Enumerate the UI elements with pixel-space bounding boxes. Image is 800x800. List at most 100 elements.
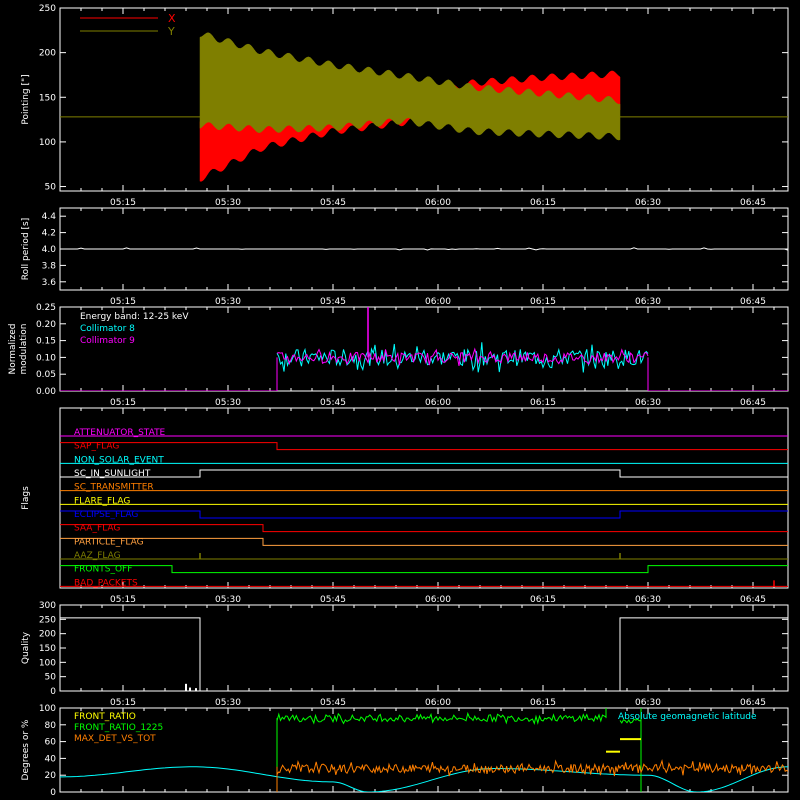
x-tick-label: 05:30 bbox=[215, 698, 241, 708]
y-axis-label: Flags bbox=[21, 486, 31, 510]
energy-band-label: Energy band: 12-25 keV bbox=[80, 312, 189, 322]
legend-front-ratio-1225: FRONT_RATIO_1225 bbox=[74, 723, 163, 733]
axis-frame bbox=[59, 306, 789, 392]
front-ratio-1225-high bbox=[605, 708, 642, 792]
legend-label: X bbox=[168, 12, 176, 25]
flag-line-sap_flag bbox=[60, 442, 788, 451]
quality-line bbox=[60, 617, 788, 691]
x-tick-label: 06:30 bbox=[635, 698, 661, 708]
x-tick-label: 05:45 bbox=[320, 398, 346, 408]
y-tick-label: 40 bbox=[45, 754, 57, 764]
plot-area bbox=[60, 247, 788, 251]
x-tick-label: 06:45 bbox=[740, 595, 766, 605]
y-tick-label: 50 bbox=[45, 673, 57, 683]
collimator-9-step bbox=[60, 357, 278, 391]
y-tick-label: 3.6 bbox=[42, 278, 57, 288]
flag-line-fronts_off bbox=[60, 565, 788, 574]
y-tick-label: 300 bbox=[39, 601, 56, 611]
x-tick-label: 06:00 bbox=[425, 398, 451, 408]
max-det-line bbox=[276, 758, 788, 777]
y-tick-label: 0.15 bbox=[36, 337, 56, 347]
x-tick-label: 05:45 bbox=[320, 698, 346, 708]
y-tick-label: 150 bbox=[39, 93, 56, 103]
flag-label: FLARE_FLAG bbox=[74, 496, 130, 506]
y-tick-label: 200 bbox=[39, 49, 56, 59]
panel-6: 0 20 40 60 80 100 Degrees or % FRONT_RATIOFRONT… bbox=[21, 704, 789, 798]
roll-period-line bbox=[60, 247, 788, 251]
panel-2: 05:15 05:30 05:45 06:00 06:15 06:30 06:45 3.6 3.… bbox=[21, 207, 789, 307]
y-tick-label: 0.00 bbox=[36, 387, 56, 397]
front-ratio-1225-line bbox=[276, 711, 607, 725]
y-axis-label: Pointing ["] bbox=[21, 74, 31, 124]
flag-label: PARTICLE_FLAG bbox=[74, 537, 144, 547]
x-tick-label: 06:45 bbox=[740, 698, 766, 708]
x-tick-label: 06:45 bbox=[740, 297, 766, 307]
flag-label: SC_TRANSMITTER bbox=[74, 483, 154, 493]
flag-line-particle_flag bbox=[60, 537, 788, 546]
x-tick-label: 06:30 bbox=[635, 297, 661, 307]
plot-area bbox=[60, 617, 788, 691]
x-tick-label: 06:00 bbox=[425, 595, 451, 605]
x-tick-label: 05:30 bbox=[215, 398, 241, 408]
x-tick-label: 05:30 bbox=[215, 595, 241, 605]
y-axis-label: Normalizedmodulation bbox=[8, 323, 29, 374]
flag-label: SC_IN_SUNLIGHT bbox=[74, 469, 151, 479]
x-tick-label: 05:15 bbox=[110, 595, 136, 605]
x-tick-label: 06:15 bbox=[530, 595, 556, 605]
y-tick-label: 100 bbox=[39, 138, 56, 148]
collimator-8-line bbox=[276, 342, 649, 373]
x-tick-label: 06:45 bbox=[740, 398, 766, 408]
axis-frame bbox=[59, 407, 789, 589]
plot-area bbox=[60, 435, 788, 587]
x-tick-label: 06:15 bbox=[530, 198, 556, 208]
x-tick-label: 05:15 bbox=[110, 698, 136, 708]
collimator-9-step bbox=[647, 357, 788, 391]
legend-front-ratio: FRONT_RATIO bbox=[74, 712, 136, 722]
x-tick-label: 06:00 bbox=[425, 297, 451, 307]
y-axis-label: Degrees or % bbox=[21, 719, 31, 780]
y-axis-label-line: modulation bbox=[19, 324, 29, 375]
y-tick-label: 0.25 bbox=[36, 303, 56, 313]
front-ratio-1225-line bbox=[619, 718, 641, 724]
flag-label: AAZ_FLAG bbox=[74, 551, 121, 561]
plot-area bbox=[60, 32, 788, 182]
x-tick-label: 06:15 bbox=[530, 398, 556, 408]
panel-3: 05:15 05:30 05:45 06:00 06:15 06:30 06:45 0.00 0… bbox=[8, 303, 789, 408]
flag-line-sc_in_sunlight bbox=[60, 469, 788, 478]
x-tick-label: 06:30 bbox=[635, 595, 661, 605]
y-tick-label: 200 bbox=[39, 630, 56, 640]
y-tick-label: 4.4 bbox=[42, 212, 57, 222]
y-tick-label: 150 bbox=[39, 644, 56, 654]
panel-5: 05:15 05:30 05:45 06:00 06:15 06:30 06:45 0 50 10… bbox=[21, 601, 789, 708]
x-tick-label: 06:30 bbox=[635, 398, 661, 408]
y-tick-label: 4.2 bbox=[42, 229, 56, 239]
x-tick-label: 06:00 bbox=[425, 198, 451, 208]
plot-area bbox=[60, 307, 788, 391]
panel-1: 05:15 05:30 05:45 06:00 06:15 06:30 06:45 50 100… bbox=[21, 4, 789, 208]
axis-frame bbox=[59, 707, 789, 793]
flag-label: SAA_FLAG bbox=[74, 524, 120, 534]
flag-label: BAD_PACKETS bbox=[74, 578, 138, 588]
x-tick-label: 05:45 bbox=[320, 595, 346, 605]
y-tick-label: 0.05 bbox=[36, 370, 56, 380]
y-tick-label: 4.0 bbox=[42, 245, 57, 255]
x-tick-label: 05:15 bbox=[110, 398, 136, 408]
x-tick-label: 05:15 bbox=[110, 198, 136, 208]
y-tick-label: 100 bbox=[39, 658, 56, 668]
y-tick-label: 250 bbox=[39, 615, 56, 625]
y-axis-label: Quality bbox=[21, 631, 31, 664]
collimator-9-line bbox=[276, 347, 649, 366]
flag-label: ECLIPSE_FLAG bbox=[74, 510, 138, 520]
y-tick-label: 60 bbox=[45, 738, 57, 748]
legend-label: Y bbox=[167, 25, 175, 38]
y-tick-label: 250 bbox=[39, 4, 56, 14]
y-tick-label: 100 bbox=[39, 704, 56, 714]
x-tick-label: 06:30 bbox=[635, 198, 661, 208]
y-axis-label: Roll period [s] bbox=[21, 218, 31, 280]
flag-line-eclipse_flag bbox=[60, 510, 788, 519]
pointing-y-area bbox=[199, 32, 621, 141]
x-tick-label: 05:30 bbox=[215, 198, 241, 208]
y-axis-label-line: Normalized bbox=[8, 323, 18, 374]
